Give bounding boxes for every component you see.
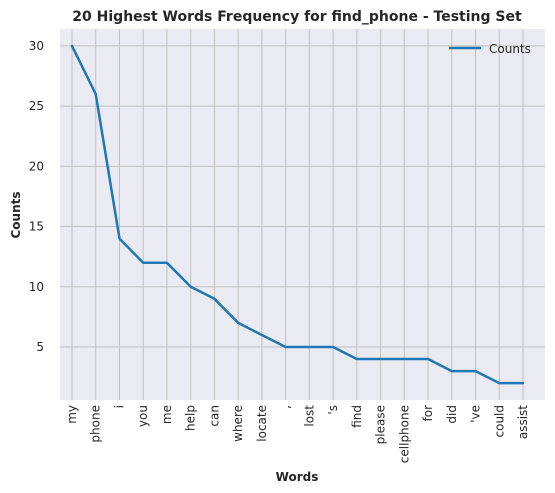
x-tick-label: , xyxy=(279,405,293,409)
x-tick-label: find xyxy=(350,405,364,428)
legend: Counts xyxy=(449,42,531,56)
grid-lines xyxy=(60,29,545,400)
y-tick-label: 25 xyxy=(29,99,44,113)
x-tick-label: please xyxy=(374,405,388,444)
x-tick-label: cellphone xyxy=(397,405,411,463)
chart-title: 20 Highest Words Frequency for find_phon… xyxy=(72,9,522,25)
x-axis-ticks: my phone i you me help can where locate, lost 's fi… xyxy=(65,405,530,463)
y-axis-label: Counts xyxy=(9,191,23,238)
legend-label: Counts xyxy=(489,42,531,56)
y-tick-label: 30 xyxy=(29,39,44,53)
x-tick-label: for xyxy=(421,405,435,422)
x-tick-label: i xyxy=(112,405,126,408)
x-tick-label: me xyxy=(160,405,174,424)
series-line-counts xyxy=(70,44,525,385)
x-axis-label: Words xyxy=(276,470,319,484)
x-tick-label: did xyxy=(445,405,459,424)
x-tick-label: assist xyxy=(516,405,530,439)
x-tick-label: 've xyxy=(469,405,483,423)
y-tick-label: 5 xyxy=(36,340,44,354)
x-tick-label: help xyxy=(184,405,198,431)
y-tick-label: 20 xyxy=(29,159,44,173)
x-tick-label: locate xyxy=(255,405,269,442)
x-tick-label: lost xyxy=(302,405,316,427)
y-tick-label: 10 xyxy=(29,280,44,294)
x-tick-label: you xyxy=(136,405,150,427)
x-tick-label: where xyxy=(231,405,245,442)
y-axis-ticks: 5 10 15 20 25 30 xyxy=(29,39,44,354)
x-tick-label: my xyxy=(65,405,79,424)
plot-area xyxy=(60,29,545,400)
series-layer xyxy=(70,44,525,385)
x-tick-label: 's xyxy=(326,405,340,415)
x-tick-label: phone xyxy=(89,405,103,443)
y-tick-label: 15 xyxy=(29,220,44,234)
x-tick-label: can xyxy=(207,405,221,427)
x-tick-label: could xyxy=(492,405,506,438)
